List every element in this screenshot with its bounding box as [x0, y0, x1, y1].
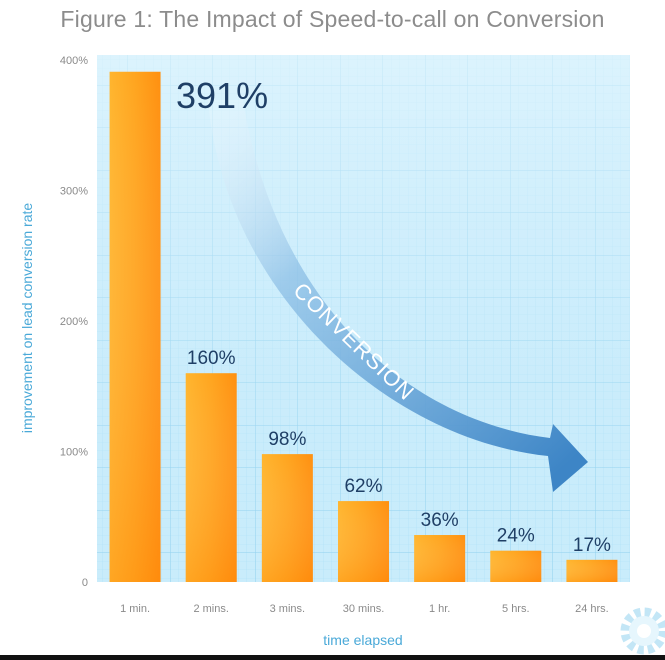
- data-label: 36%: [421, 510, 459, 531]
- x-tick-label: 30 mins.: [343, 603, 385, 615]
- y-tick-label: 400%: [60, 55, 88, 67]
- bottom-border: [0, 655, 665, 660]
- bar-shade: [566, 559, 618, 582]
- data-label: 98%: [268, 429, 306, 450]
- data-label: 160%: [187, 348, 236, 369]
- y-tick-label: 200%: [60, 316, 88, 328]
- axes-group: 0 100% 200% 300% 400% 1 min. 2 mins. 3 mins. 30 …: [60, 55, 609, 615]
- y-tick-label: 0: [82, 577, 88, 589]
- x-axis-label: time elapsed: [323, 632, 402, 648]
- x-tick-label: 3 mins.: [270, 603, 305, 615]
- y-axis-label: improvement on lead conversion rate: [19, 203, 35, 434]
- bar-shade: [261, 454, 313, 582]
- bar-shade: [490, 550, 542, 582]
- bars-group: [109, 71, 618, 583]
- bar-shade: [109, 71, 161, 583]
- x-tick-label: 1 min.: [120, 603, 150, 615]
- x-tick-label: 1 hr.: [429, 603, 450, 615]
- data-label: 62%: [344, 476, 382, 497]
- y-tick-label: 300%: [60, 186, 88, 198]
- bar-shade: [338, 501, 389, 582]
- chart-title: Figure 1: The Impact of Speed-to-call on…: [60, 6, 605, 32]
- data-labels-group: 391% 160% 98% 62% 36% 24% 17%: [176, 75, 611, 556]
- bar-shade: [414, 535, 466, 582]
- x-tick-label: 2 mins.: [193, 603, 228, 615]
- bar-shade: [185, 373, 237, 582]
- gear-icon: [620, 607, 665, 655]
- x-tick-label: 5 hrs.: [502, 603, 530, 615]
- data-label: 17%: [573, 535, 611, 556]
- data-label: 391%: [176, 75, 268, 116]
- y-tick-label: 100%: [60, 447, 88, 459]
- data-label: 24%: [497, 526, 535, 547]
- x-tick-label: 24 hrs.: [575, 603, 609, 615]
